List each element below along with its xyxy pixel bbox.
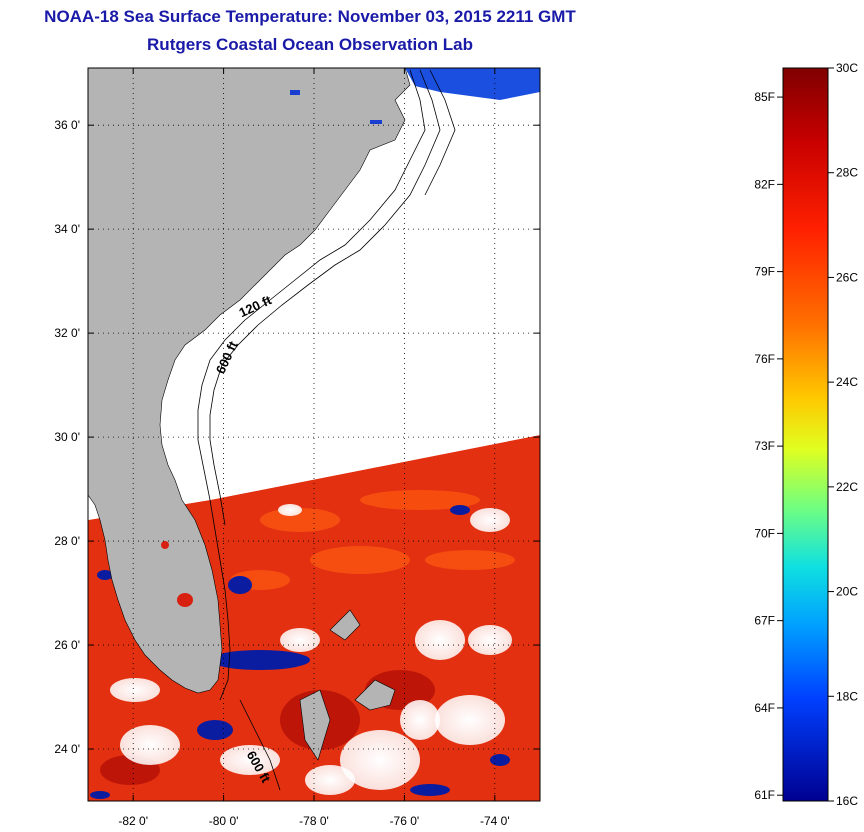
lon-tick-label: -76 0' [390,814,420,828]
fahrenheit-label: 67F [754,614,775,628]
lat-tick-label: 28 0' [54,534,80,548]
celsius-label: 28C [836,166,858,180]
sst-cool-patches [90,505,510,799]
lat-tick-label: 26 0' [54,638,80,652]
land-water-features [161,90,382,607]
fahrenheit-label: 61F [754,788,775,802]
sst-texture [230,490,515,590]
celsius-label: 20C [836,585,858,599]
lon-tick-label: -74 0' [480,814,510,828]
map-title: NOAA-18 Sea Surface Temperature: Novembe… [44,7,576,26]
lon-tick-label: -78 0' [299,814,329,828]
land-islands [299,609,396,761]
fahrenheit-label: 79F [754,265,775,279]
map-subtitle: Rutgers Coastal Ocean Observation Lab [147,35,473,54]
lat-tick-label: 34 0' [54,222,80,236]
celsius-label: 24C [836,375,858,389]
colorbar [782,67,829,802]
fahrenheit-label: 73F [754,439,775,453]
lon-tick-label: -82 0' [118,814,148,828]
fahrenheit-label: 85F [754,90,775,104]
celsius-label: 30C [836,61,858,75]
axis-ticks: 36 0' 34 0' 32 0' 30 0' 28 0' 26 0' 24 0' -82 0… [54,68,540,828]
lat-tick-label: 36 0' [54,118,80,132]
colorbar-labels: 30C 28C 26C 24C 22C 20C 18C 16C 85F 82F 79F 76F 73F 7… [754,61,858,808]
celsius-label: 16C [836,794,858,808]
celsius-label: 18C [836,689,858,703]
celsius-label: 22C [836,480,858,494]
bathymetry-contours [197,69,456,791]
fahrenheit-label: 70F [754,526,775,540]
lon-tick-label: -80 0' [209,814,239,828]
sst-north-cool [405,68,540,100]
land-us-coast [88,68,411,694]
fahrenheit-label: 64F [754,701,775,715]
lat-tick-label: 32 0' [54,326,80,340]
celsius-label: 26C [836,270,858,284]
fahrenheit-label: 82F [754,177,775,191]
cloud-mask [110,504,512,795]
fahrenheit-label: 76F [754,352,775,366]
lat-tick-label: 24 0' [54,742,80,756]
lat-tick-label: 30 0' [54,430,80,444]
graticule [88,68,540,801]
